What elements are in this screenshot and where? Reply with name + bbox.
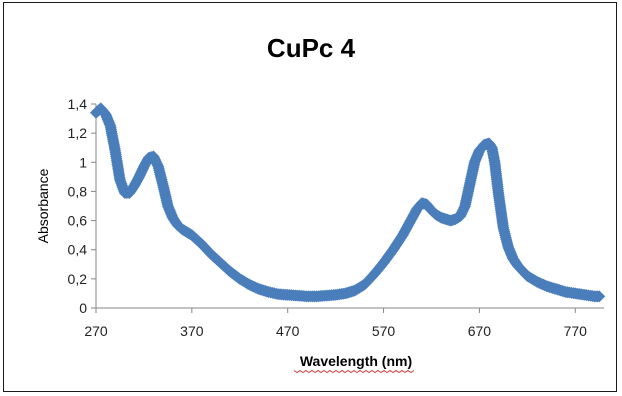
series-markers <box>90 102 606 303</box>
x-tick-label: 370 <box>180 323 204 339</box>
y-tick-label: 1,2 <box>68 125 88 141</box>
chart-frame: CuPc 4 0 0,2 0,4 0,6 0,8 1 1,2 1,4 270 370 470 570 6… <box>3 2 617 392</box>
y-axis-title: Absorbance <box>35 168 51 243</box>
y-tick-label: 0,4 <box>68 242 88 258</box>
x-tick-label: 270 <box>84 323 108 339</box>
x-tick-label: 670 <box>468 323 492 339</box>
x-axis-title: Wavelength (nm) <box>300 353 412 369</box>
x-tick-label: 470 <box>276 323 300 339</box>
y-tick-label: 0,2 <box>68 271 88 287</box>
chart-plot: 0 0,2 0,4 0,6 0,8 1 1,2 1,4 270 370 470 570 670 770 Ab… <box>35 96 606 374</box>
x-tick-label: 770 <box>564 323 588 339</box>
data-point <box>593 290 606 303</box>
y-tick-label: 0,6 <box>68 213 88 229</box>
y-tick-label: 1 <box>79 154 87 170</box>
x-tick-label: 570 <box>372 323 396 339</box>
y-tick-label: 0,8 <box>68 183 88 199</box>
spellcheck-underline <box>293 369 415 374</box>
chart-title: CuPc 4 <box>266 33 356 63</box>
y-tick-label: 1,4 <box>68 96 88 112</box>
y-tick-label: 0 <box>79 300 87 316</box>
